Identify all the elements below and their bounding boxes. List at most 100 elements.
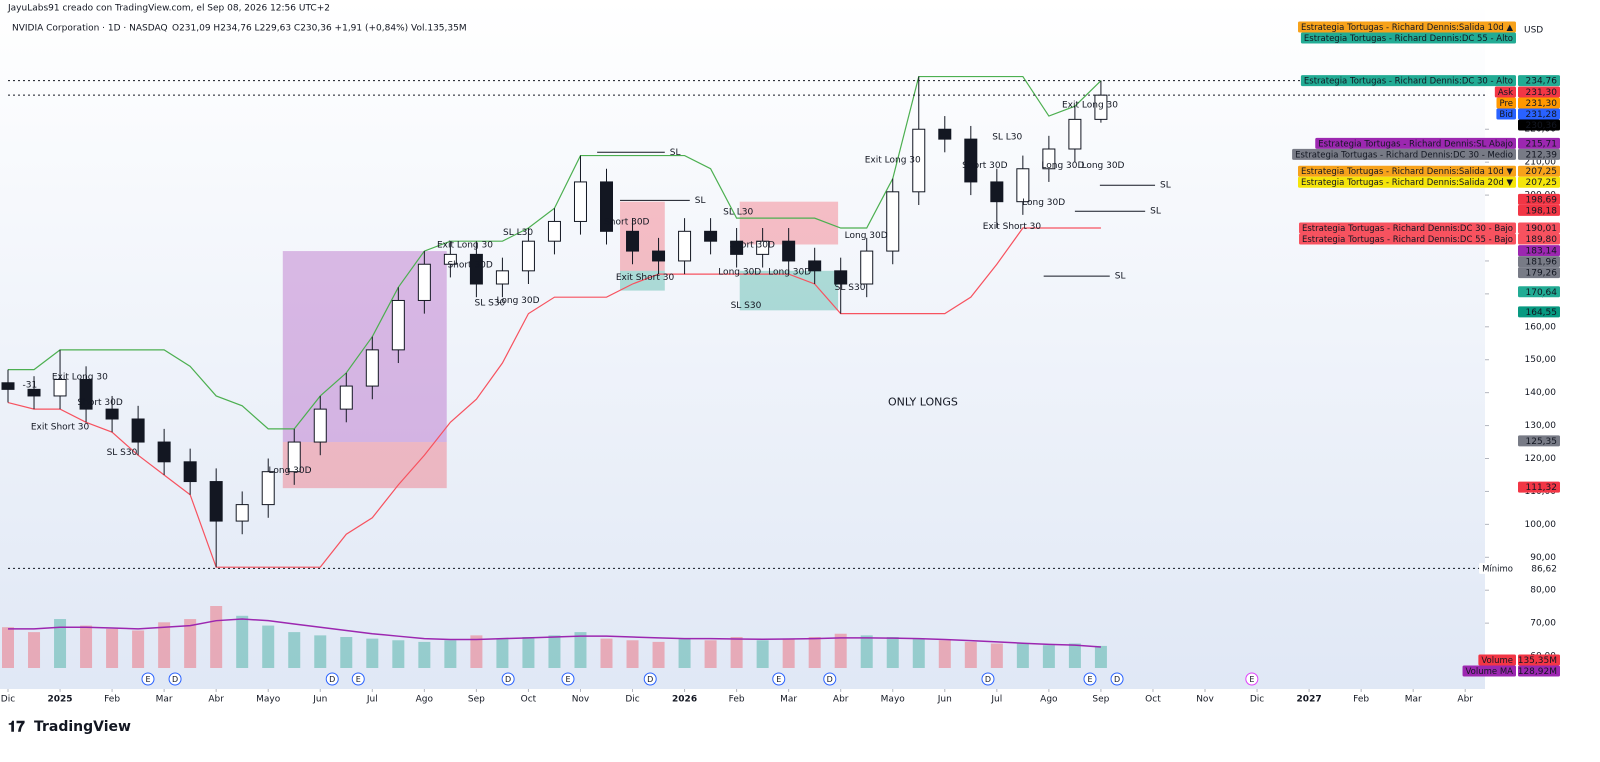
candle-body xyxy=(105,408,119,420)
price-tag-label: 212,39 xyxy=(1526,150,1558,160)
x-tick-label: Jun xyxy=(937,695,952,705)
price-tag-name-box xyxy=(1298,21,1516,33)
price-tag-name: Bid xyxy=(1499,110,1513,120)
volume-tag-name-box xyxy=(1478,654,1516,666)
price-tag-name-box xyxy=(1299,233,1516,245)
price-tag-label: 231,28 xyxy=(1526,110,1558,120)
volume-bar xyxy=(1042,645,1055,668)
price-tag xyxy=(1518,193,1560,205)
event-label: E xyxy=(1087,675,1092,684)
annotation: Long 30D xyxy=(1081,161,1124,171)
annotation: Short 30D xyxy=(962,161,1007,171)
price-tag xyxy=(1518,233,1560,245)
candle-body xyxy=(183,461,197,483)
volume-bar xyxy=(990,643,1003,668)
volume-bar xyxy=(2,627,14,668)
x-tick-label: Abr xyxy=(1457,695,1473,705)
event-badge xyxy=(643,672,657,686)
price-tag-name: Estrategia Tortugas - Richard Dennis:SL … xyxy=(1318,139,1513,149)
price-tag-label: 231,30 xyxy=(1526,88,1558,98)
stop-label: SL xyxy=(695,196,706,206)
volume-tag-label: 135,35M xyxy=(1518,656,1557,666)
volume-bar xyxy=(808,637,821,668)
x-tick-label: Mar xyxy=(780,695,797,705)
price-tag-name-box xyxy=(1496,108,1516,120)
annotation: Long 30D xyxy=(269,466,312,476)
price-tag-label: 215,71 xyxy=(1526,139,1558,149)
trade-box xyxy=(739,270,839,311)
candle-body xyxy=(1,382,15,390)
brand: TradingView xyxy=(34,719,131,735)
brand-mark: 𝟏𝟕 xyxy=(8,718,25,736)
annotation: SL S30 xyxy=(475,299,506,309)
x-tick-label: Feb xyxy=(729,695,745,705)
event-badge xyxy=(351,672,365,686)
volume-tag-name-box xyxy=(1462,665,1516,677)
annotation: Short 30D xyxy=(77,398,122,408)
x-tick-label: Dic xyxy=(625,695,639,705)
candle-body xyxy=(756,240,770,255)
price-tag-label: 125,35 xyxy=(1526,437,1558,447)
x-tick-label: Ago xyxy=(1040,695,1058,705)
candle-body xyxy=(912,128,926,193)
price-tag-label: 198,18 xyxy=(1526,206,1558,216)
candle-body xyxy=(678,230,692,262)
candle-body xyxy=(391,299,405,351)
volume-bar xyxy=(860,635,873,668)
y-tick-label: 100,00 xyxy=(1525,520,1557,530)
candle-body xyxy=(808,260,822,272)
y-tick-label: 160,00 xyxy=(1525,322,1557,332)
candle-body xyxy=(938,128,952,140)
annotation: Long 30D xyxy=(1022,198,1065,208)
x-tick-label: Mar xyxy=(1405,695,1422,705)
price-tag xyxy=(1518,435,1560,447)
annotation: Exit Long 30 xyxy=(1062,101,1118,111)
candle-body xyxy=(730,240,744,255)
volume-bar xyxy=(288,632,301,668)
price-tag-name-box xyxy=(1298,165,1516,177)
y-tick-label: 210,00 xyxy=(1525,158,1557,168)
annotation: Exit Short 30 xyxy=(31,423,90,433)
volume-bar xyxy=(470,635,483,668)
price-tag-label: 190,01 xyxy=(1526,224,1558,234)
annotation: Exit Long 30 xyxy=(52,373,108,383)
price-tag-label: 198,69 xyxy=(1526,195,1558,205)
candle-body xyxy=(339,385,353,410)
volume-bar xyxy=(782,638,795,668)
price-tag-name-box xyxy=(1496,97,1516,109)
event-badge xyxy=(141,672,155,686)
volume-bar xyxy=(1016,643,1029,668)
price-tag xyxy=(1518,245,1560,257)
annotation: SL S30 xyxy=(107,448,138,458)
candle-body xyxy=(313,408,327,443)
event-badge xyxy=(501,672,515,686)
price-tag-name-box xyxy=(1300,32,1516,44)
candle-body xyxy=(626,230,640,252)
price-tag-label: 170,64 xyxy=(1526,288,1558,298)
annotation: -31 xyxy=(23,381,38,391)
price-tag xyxy=(1518,137,1560,149)
x-tick-label: Jul xyxy=(366,695,378,705)
x-tick-label: Jun xyxy=(312,695,327,705)
candle-body xyxy=(27,388,41,397)
volume-bar xyxy=(262,625,275,668)
annotation: Long 30D xyxy=(845,231,888,241)
x-tick-label: Ago xyxy=(416,695,434,705)
event-label: D xyxy=(985,675,991,684)
candle-body xyxy=(521,240,535,272)
candle-body xyxy=(261,471,275,506)
candle-body xyxy=(886,191,900,252)
candle-body xyxy=(1016,168,1030,203)
x-tick-label: Sep xyxy=(1092,695,1109,705)
event-label: D xyxy=(647,675,653,684)
price-tag-name: Ask xyxy=(1498,88,1513,98)
y-tick-label: 90,00 xyxy=(1530,553,1556,563)
candle-body xyxy=(652,250,666,262)
volume-bar xyxy=(158,622,171,668)
annotation: Short 30D xyxy=(604,218,649,228)
annotation: Exit Short 30 xyxy=(616,273,675,283)
time-axis-background xyxy=(0,689,1485,708)
price-tag-label: 207,25 xyxy=(1526,167,1558,177)
price-tag-label: 189,80 xyxy=(1526,235,1558,245)
